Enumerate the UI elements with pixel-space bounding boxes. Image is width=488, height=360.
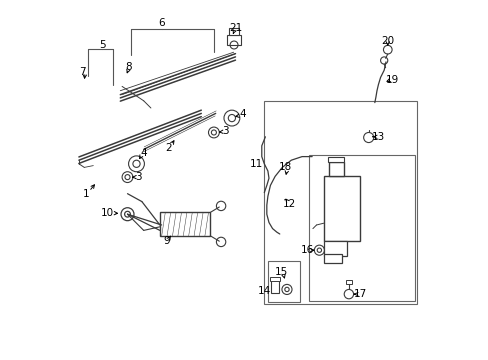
Text: 19: 19: [386, 75, 399, 85]
Text: 11: 11: [249, 159, 262, 169]
Text: 14: 14: [257, 285, 270, 296]
Bar: [267, 261, 300, 302]
Text: 2: 2: [165, 143, 172, 153]
Text: 16: 16: [300, 245, 313, 255]
Bar: [229, 28, 238, 35]
Text: 12: 12: [282, 199, 296, 210]
Bar: [323, 241, 346, 256]
Text: 8: 8: [125, 62, 132, 72]
Text: 1: 1: [82, 189, 89, 199]
Bar: [309, 155, 415, 301]
Text: 4: 4: [239, 109, 245, 120]
Text: 6: 6: [158, 18, 164, 28]
Text: 9: 9: [163, 236, 170, 246]
Bar: [264, 101, 416, 304]
Bar: [328, 162, 343, 176]
Text: 5: 5: [99, 40, 105, 50]
Text: 17: 17: [353, 289, 366, 299]
Text: 15: 15: [274, 267, 287, 277]
Text: 4: 4: [140, 148, 147, 158]
Bar: [270, 277, 280, 281]
Bar: [227, 35, 241, 45]
Bar: [328, 157, 344, 162]
Bar: [346, 280, 351, 284]
Text: 18: 18: [278, 162, 291, 172]
Text: 3: 3: [222, 126, 228, 136]
Bar: [323, 176, 359, 241]
Text: 21: 21: [228, 23, 242, 33]
Text: 20: 20: [381, 36, 393, 46]
Text: 7: 7: [79, 67, 85, 77]
Text: 10: 10: [100, 208, 113, 218]
Bar: [160, 212, 210, 236]
Text: 13: 13: [371, 132, 384, 142]
Bar: [323, 254, 341, 263]
Text: 3: 3: [135, 172, 142, 182]
Bar: [271, 280, 279, 293]
